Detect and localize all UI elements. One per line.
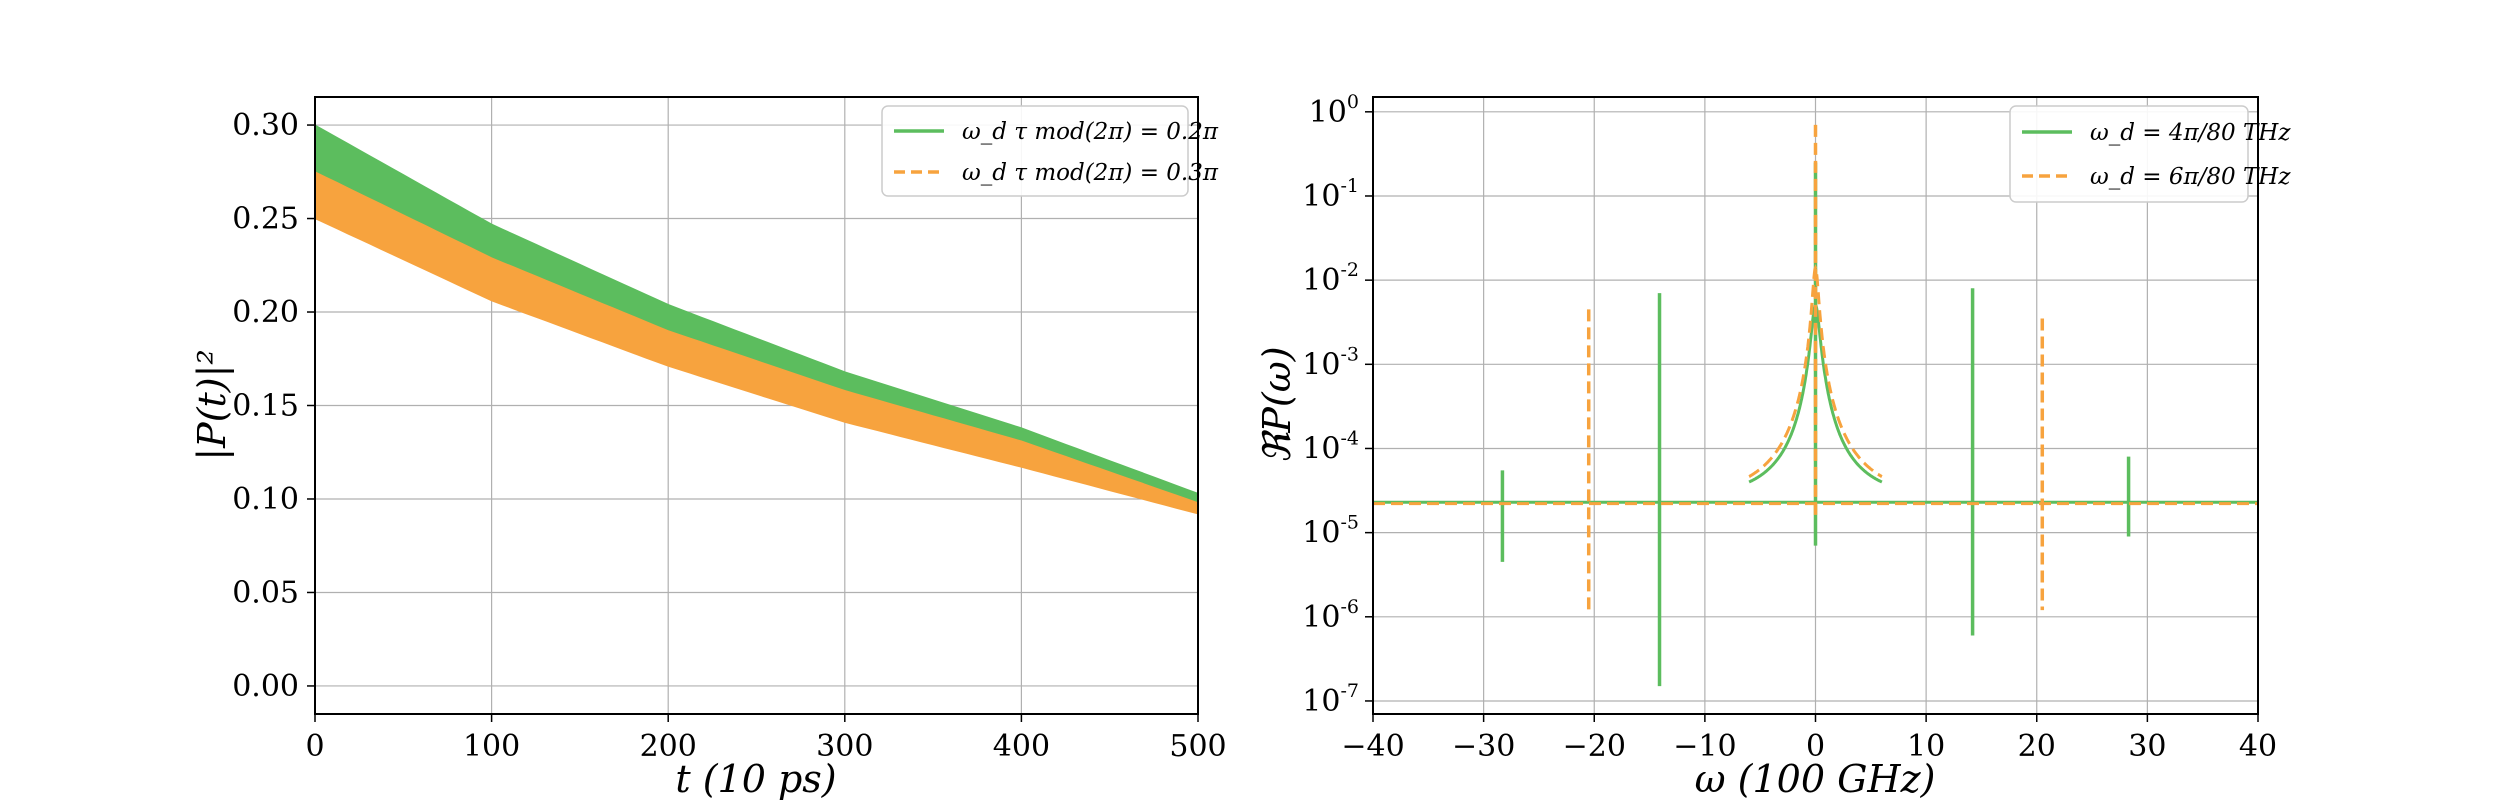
right-ytick-label-3: 10-4 [1302, 427, 1359, 466]
left-xtick-label-4: 400 [993, 729, 1050, 764]
right-series-1 [1373, 124, 2258, 611]
right-ytick-label-5: 10-2 [1302, 259, 1359, 298]
right-ytick-label-4: 10-3 [1302, 343, 1359, 382]
left-ytick-label-2: 0.10 [232, 482, 299, 517]
left-legend-label-1: ω_d τ mod(2π) = 0.3π [962, 160, 1219, 186]
right-lines [1373, 124, 2258, 687]
left-ytick-label-1: 0.05 [232, 575, 299, 610]
left-ytick-label-3: 0.15 [232, 389, 299, 424]
left-y-ticks: 0.00 0.05 0.10 0.15 0.20 0.25 0.30 [232, 108, 315, 704]
right-xtick-label-5: 10 [1907, 729, 1945, 764]
right-x-ticks: −40 −30 −20 −10 0 10 20 30 40 [1341, 714, 2277, 764]
right-xtick-label-7: 30 [2128, 729, 2166, 764]
left-xtick-label-3: 300 [816, 729, 873, 764]
chart-right-spectrum: −40 −30 −20 −10 0 10 20 30 40 10-710-610-510-410… [1255, 91, 2291, 800]
right-y-axis-label: ℜP(ω) [1255, 346, 1299, 463]
right-xtick-label-6: 20 [2018, 729, 2056, 764]
right-legend-label-0: ω_d = 4π/80 THz [2090, 120, 2291, 146]
right-xtick-label-2: −20 [1563, 729, 1626, 764]
right-central-peak-series-1 [1748, 263, 1883, 478]
right-y-ticks: 10-7 10-6 10-5 10-4 10-3 10-2 10-1 100 [1302, 91, 1373, 719]
right-ytick-label-2: 10-5 [1302, 512, 1359, 551]
right-xtick-label-8: 40 [2239, 729, 2277, 764]
chart-left-decay: 0 100 200 300 400 500 0.00 0.05 0.10 0.15 0.20 0.2… [190, 96, 1227, 800]
left-legend-box [881, 105, 1189, 197]
left-xtick-label-5: 500 [1169, 729, 1226, 764]
right-ytick-label-0: 10-7 [1302, 680, 1359, 719]
left-ytick-label-6: 0.30 [232, 108, 299, 143]
left-legend-label-0: ω_d τ mod(2π) = 0.2π [962, 119, 1219, 145]
right-ytick-label-1: 10-6 [1302, 596, 1359, 635]
left-ytick-label-4: 0.20 [232, 295, 299, 330]
right-xtick-label-3: −10 [1673, 729, 1736, 764]
right-xtick-label-4: 0 [1806, 729, 1825, 764]
left-xtick-label-0: 0 [305, 729, 324, 764]
left-ytick-label-0: 0.00 [232, 669, 299, 704]
right-legend-label-1: ω_d = 6π/80 THz [2090, 164, 2291, 190]
right-x-axis-label: ω (100 GHz) [1695, 757, 1936, 800]
right-legend: ω_d = 4π/80 THz ω_d = 6π/80 THz [2009, 105, 2291, 203]
left-x-ticks: 0 100 200 300 400 500 [305, 714, 1227, 764]
right-xtick-label-0: −40 [1341, 729, 1404, 764]
left-ytick-label-5: 0.25 [232, 202, 299, 237]
right-ytick-label-7: 100 [1309, 91, 1359, 130]
left-y-axis-label: |P(t)|² [190, 349, 234, 460]
right-xtick-label-1: −30 [1452, 729, 1515, 764]
right-ytick-label-6: 10-1 [1302, 175, 1359, 214]
left-xtick-label-2: 200 [640, 729, 697, 764]
right-legend-box [2009, 105, 2249, 203]
left-xtick-label-1: 100 [463, 729, 520, 764]
left-legend: ω_d τ mod(2π) = 0.2π ω_d τ mod(2π) = 0.3… [881, 105, 1219, 197]
left-x-axis-label: t (10 ps) [675, 757, 836, 800]
